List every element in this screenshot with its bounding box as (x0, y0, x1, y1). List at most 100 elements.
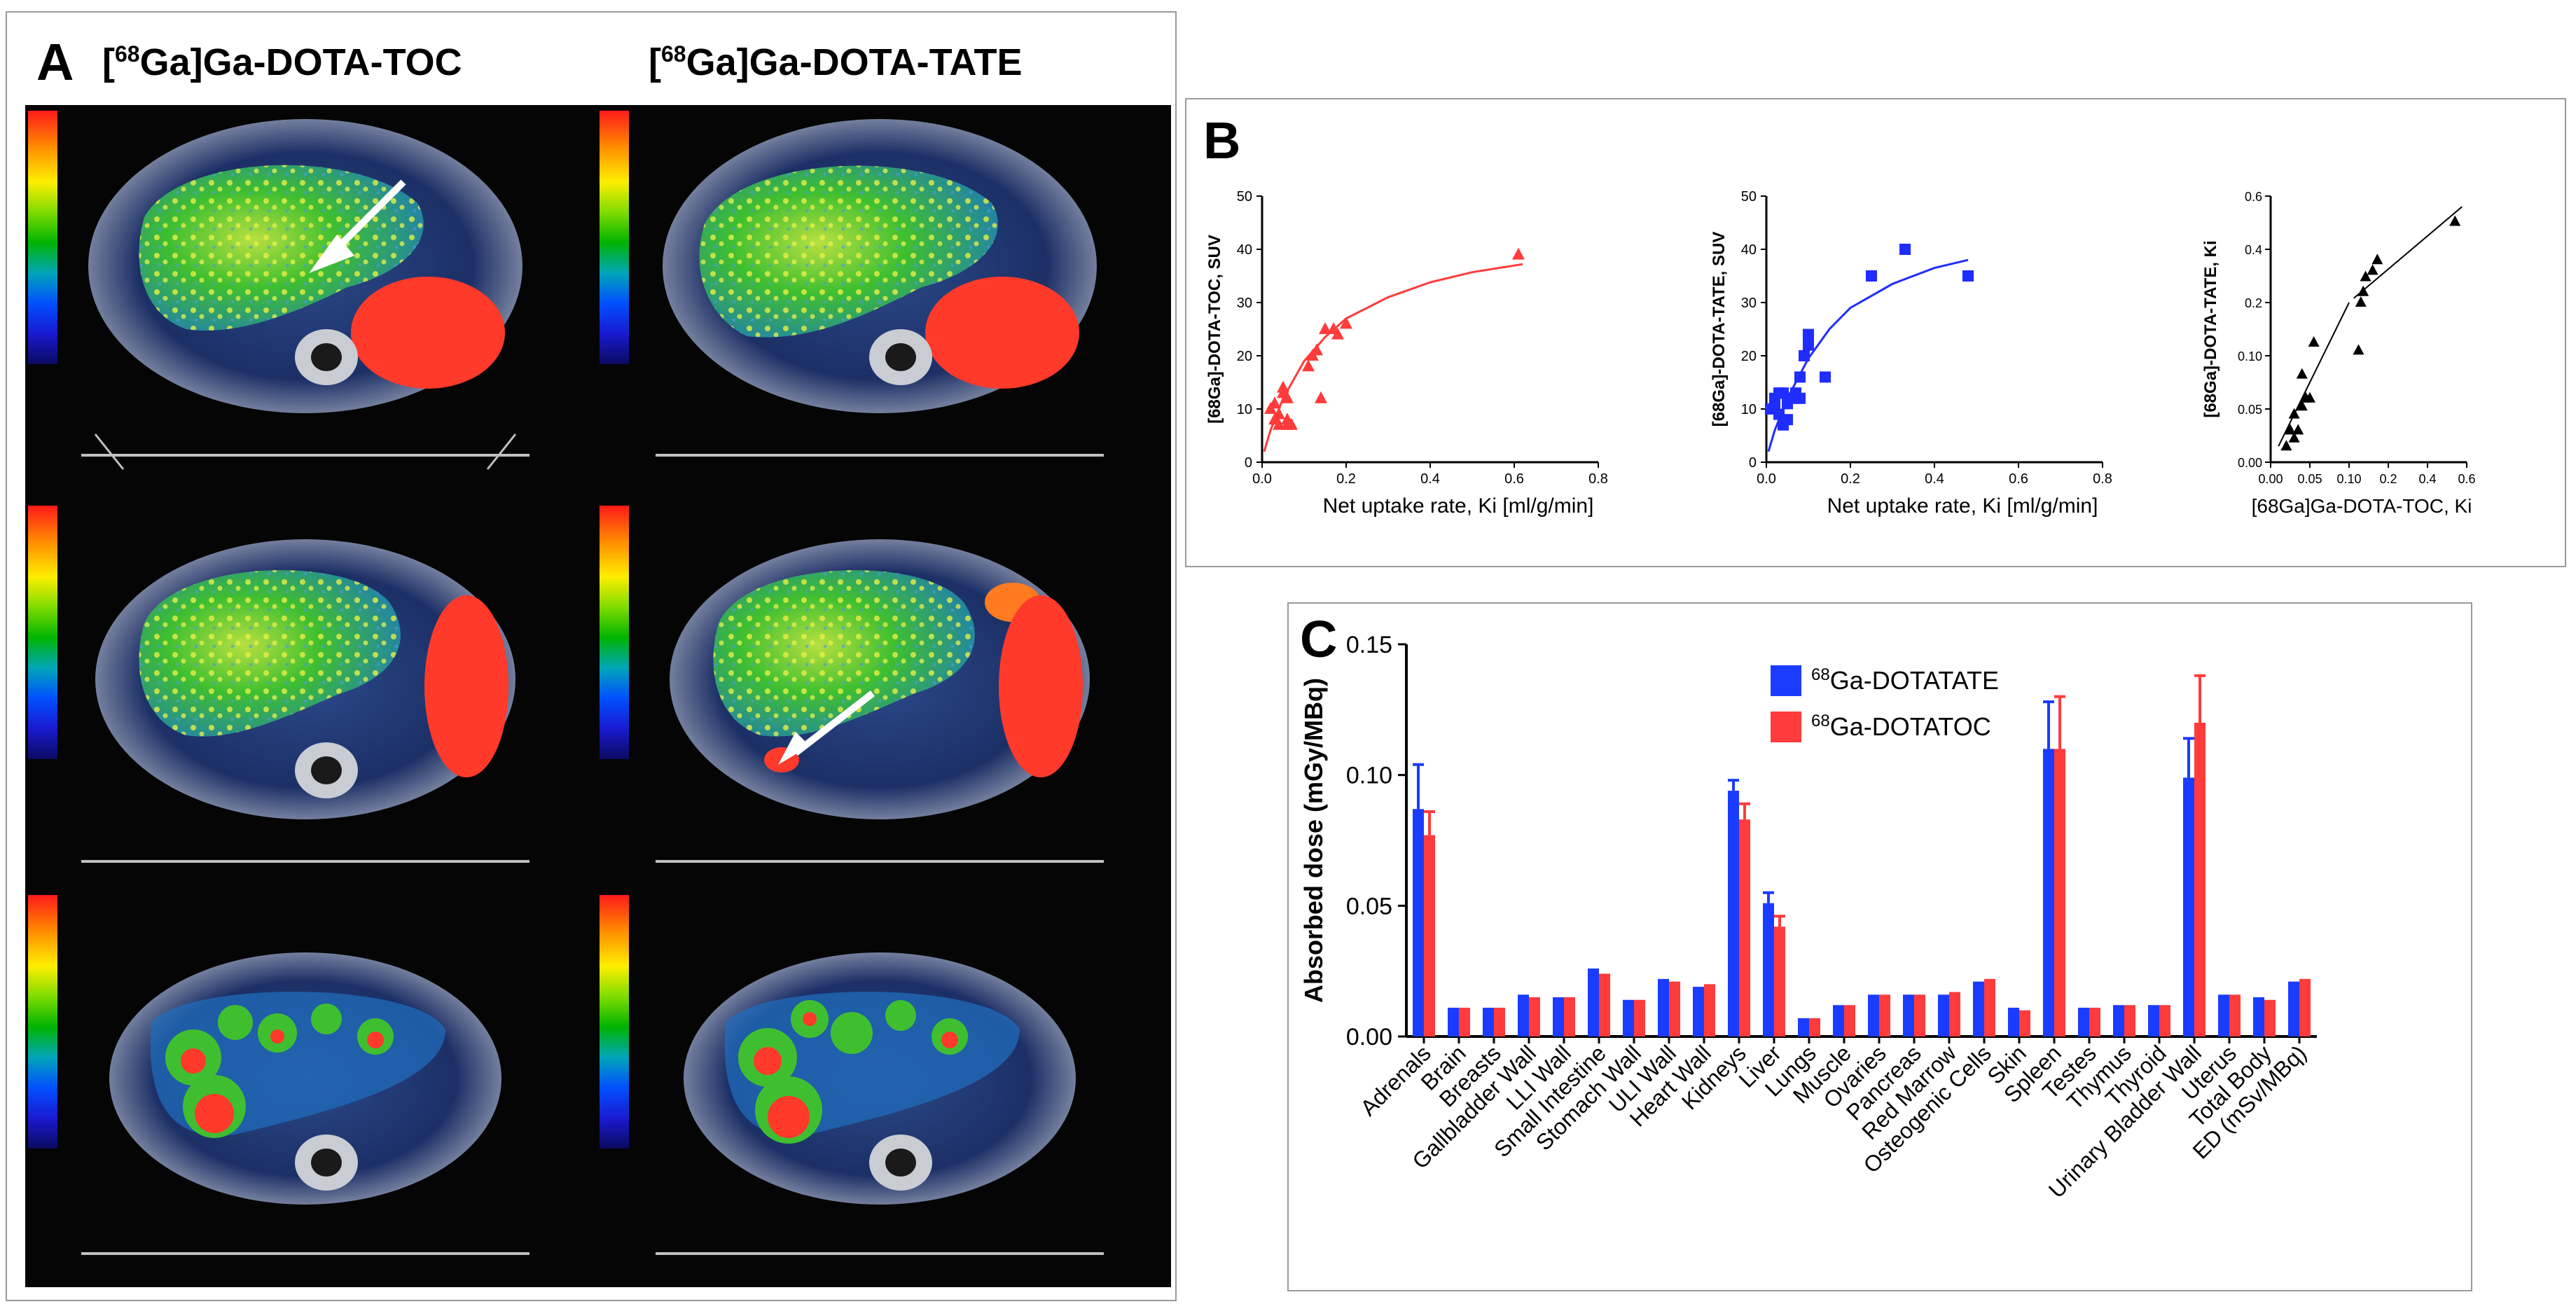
y-tick-label: 0.05 (1346, 893, 1392, 920)
slice-toc-row2 (81, 539, 529, 863)
data-point (2353, 344, 2364, 355)
x-axis-label: [68Ga]Ga-DOTA-TOC, Ki (2252, 495, 2472, 517)
bar (1553, 997, 1564, 1036)
slice-toc-row1 (81, 119, 529, 470)
colorbar-tate-row2 (600, 506, 629, 759)
data-point (1302, 359, 1315, 372)
data-point (1273, 417, 1285, 430)
fit-curve (1263, 263, 1523, 452)
chart-b2: 0 10 20 30 40 50 0.0 0.2 0.4 0.6 0.8 Net uptake rat… (1710, 189, 2112, 518)
y-tick-label: 0.10 (1346, 763, 1392, 789)
y-tick-label: 40 (1237, 242, 1252, 258)
y-tick-label: 10 (1237, 402, 1252, 417)
y-tick-label: 50 (1741, 189, 1757, 204)
x-tick-label: 0.4 (1925, 471, 1944, 487)
bar (2253, 997, 2264, 1036)
bar (1774, 927, 1785, 1036)
data-point (2308, 336, 2320, 347)
data-point (1268, 396, 1281, 409)
x-tick-label: 0.00 (2258, 472, 2283, 486)
x-tick-label: 0.4 (1420, 471, 1440, 487)
bar (1949, 992, 1960, 1036)
y-tick-label: 0.00 (1346, 1024, 1392, 1050)
y-axis-label: [68Ga]-DOTA-TATE, SUV (1710, 232, 1729, 427)
data-point (2304, 391, 2315, 403)
colorbar-toc-row1 (28, 111, 57, 364)
data-point (1331, 327, 1344, 340)
y-tick-label: 0.15 (1346, 632, 1392, 658)
data-point (1803, 334, 1814, 346)
data-point (2360, 270, 2371, 282)
bar (1564, 997, 1575, 1036)
x-axis-label: Net uptake rate, Ki [ml/g/min] (1827, 494, 2098, 518)
bar (1459, 1007, 1470, 1036)
bar (2124, 1005, 2135, 1036)
bar (1704, 984, 1715, 1036)
y-tick-label: 30 (1741, 296, 1757, 311)
y-tick-label: 20 (1237, 349, 1252, 364)
data-point (2288, 408, 2300, 419)
bar (2218, 994, 2229, 1036)
data-point (1277, 380, 1289, 393)
bar (1413, 809, 1424, 1036)
x-tick-label: 0.2 (1841, 471, 1860, 487)
y-tick-label: 0.6 (2245, 190, 2262, 204)
slice-toc-row3 (81, 952, 529, 1255)
x-tick-label: 0.6 (1504, 471, 1524, 487)
bar (1879, 994, 1890, 1036)
bar (1763, 903, 1774, 1036)
data-point (1273, 407, 1285, 419)
data-point (1794, 371, 1806, 383)
bar (1588, 968, 1599, 1036)
data-point (2296, 368, 2308, 379)
slice-tate-row1 (656, 119, 1104, 457)
data-point (1820, 371, 1831, 383)
legend-swatch-dotatoc (1771, 712, 1801, 742)
bar (2089, 1007, 2100, 1036)
data-point (2288, 431, 2300, 443)
x-tick-label: 0.10 (2336, 472, 2361, 486)
identity-line-low (2278, 302, 2350, 447)
data-point (1319, 322, 1331, 334)
y-axis-label: Absorbed dose (mGy/MBq) (1299, 678, 1328, 1003)
column-header-dota-toc: [68Ga]Ga-DOTA-TOC (102, 41, 462, 83)
y-tick-label: 30 (1237, 296, 1252, 311)
colorbar-toc-row3 (28, 895, 57, 1149)
panel-a-letter: A (36, 33, 74, 91)
bar (2229, 994, 2241, 1036)
slice-tate-row3 (656, 952, 1104, 1255)
chart-b3: 0.00 0.05 0.10 0.2 0.4 0.6 0.00 0.05 0.10 0.2 0.4 0… (2201, 190, 2476, 517)
bar (1739, 819, 1750, 1036)
identity-line-high (2353, 206, 2463, 299)
bar (1868, 994, 1879, 1036)
panel-c-frame (1287, 602, 2472, 1291)
slice-tate-row2 (656, 539, 1104, 863)
column-header-dota-tate: [68Ga]Ga-DOTA-TATE (649, 41, 1023, 83)
bar (2194, 723, 2205, 1036)
x-tick-label: 0.8 (2093, 471, 2112, 487)
data-point (1315, 391, 1327, 403)
bar (1914, 994, 1925, 1036)
x-tick-label: 0.2 (1336, 471, 1356, 487)
y-tick-label: 0.2 (2245, 296, 2262, 310)
panel-b-frame (1185, 98, 2566, 567)
bar (1844, 1005, 1855, 1036)
data-point (1866, 270, 1877, 282)
bar (1599, 973, 1610, 1036)
bar (1494, 1007, 1505, 1036)
data-point (1310, 343, 1323, 356)
data-point (2355, 296, 2367, 307)
data-point (1799, 350, 1810, 361)
bar (1529, 997, 1540, 1036)
data-point (1281, 391, 1294, 403)
x-tick-label: 0.6 (2458, 472, 2475, 486)
y-axis-label: [68Ga]-DOTA-TATE, Ki (2201, 240, 2220, 417)
y-tick-label: 50 (1237, 189, 1252, 204)
bar (2008, 1007, 2019, 1036)
bar (1634, 999, 1645, 1036)
data-point (2371, 254, 2383, 265)
bar (1973, 981, 1984, 1036)
bar (2043, 749, 2054, 1036)
y-tick-label: 0 (1749, 455, 1757, 471)
data-point (1340, 317, 1352, 329)
